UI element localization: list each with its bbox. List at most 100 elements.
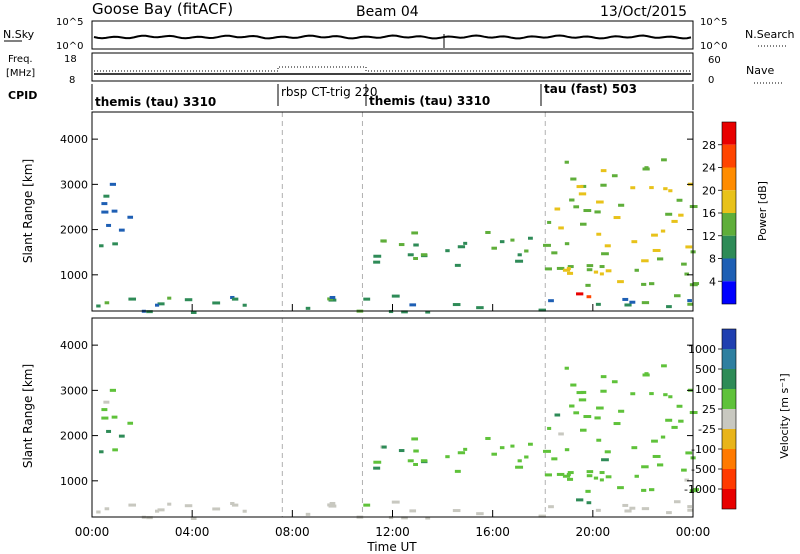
- power-cell: [103, 194, 110, 198]
- station-title: Goose Bay (fitACF): [92, 0, 233, 18]
- velocity-cell: [595, 508, 601, 512]
- power-cell: [413, 256, 418, 260]
- velocity-cell: [167, 502, 172, 506]
- power-y-ticks: 1000 2000 3000 4000: [60, 133, 693, 282]
- power-cell: [596, 200, 604, 204]
- velocity-cell: [578, 398, 587, 402]
- velocity-cell: [689, 489, 698, 493]
- velocity-cell: [634, 474, 639, 478]
- velocity-cell: [538, 514, 546, 518]
- power-cell: [425, 310, 431, 314]
- power-cell: [604, 244, 611, 248]
- power-cell: [411, 231, 419, 235]
- nsearch-label: N.Search: [745, 28, 795, 41]
- velocity-cell: [622, 503, 629, 507]
- power-cell: [558, 226, 564, 230]
- velocity-cell: [457, 451, 466, 455]
- velocity-colorbar-swatch: [722, 449, 736, 469]
- velocity-cell: [128, 503, 137, 507]
- power-cell: [109, 182, 116, 186]
- velocity-cell: [411, 437, 419, 441]
- power-cell: [491, 246, 497, 250]
- power-cell: [673, 294, 681, 298]
- power-cell: [104, 301, 110, 305]
- power-cell: [617, 280, 624, 284]
- velocity-cell: [641, 507, 650, 511]
- velocity-cell: [558, 432, 564, 436]
- freq-unit-label: [MHz]: [6, 68, 35, 79]
- velocity-cell: [596, 438, 602, 442]
- power-cell: [499, 240, 505, 244]
- velocity-cell: [624, 509, 632, 513]
- power-cell: [656, 257, 664, 261]
- power-cell: [622, 297, 629, 301]
- power-cell: [242, 303, 247, 307]
- x-axis: 00:00 04:00 08:00 12:00 16:00 20:00 00:00: [75, 304, 710, 539]
- velocity-cell: [157, 508, 165, 512]
- power-colorbar-label: 12: [702, 230, 716, 243]
- freq-tick-top: 18: [64, 54, 77, 65]
- power-cell: [573, 205, 580, 209]
- x-tick-label: 00:00: [75, 525, 110, 539]
- power-colorbar-swatch: [722, 213, 736, 236]
- power-cell: [562, 268, 571, 272]
- velocity-cell: [104, 507, 110, 511]
- power-cell: [524, 249, 529, 253]
- beam-title: Beam 04: [356, 4, 419, 20]
- velocity-cell: [599, 478, 604, 482]
- power-colorbar-title: Power [dB]: [756, 181, 769, 241]
- power-cell: [600, 183, 607, 187]
- velocity-cell: [671, 425, 678, 429]
- power-cell: [605, 269, 612, 273]
- power-cell: [649, 282, 655, 286]
- power-cell: [329, 295, 336, 299]
- power-cell: [388, 310, 394, 314]
- power-cell: [665, 212, 673, 216]
- velocity-cell: [596, 406, 604, 410]
- power-cell: [685, 245, 693, 249]
- power-cell: [666, 305, 672, 309]
- power-cell: [585, 283, 591, 287]
- power-cell: [96, 304, 101, 308]
- velocity-colorbar: 1000 500 100 25 -25 -100 -500 -1000: [684, 328, 737, 510]
- noise-tick-top-right: 10^5: [700, 17, 727, 28]
- noise-tick-top-left: 10^5: [56, 17, 83, 28]
- velocity-cell: [564, 366, 569, 370]
- y-tick-label: 4000: [60, 339, 88, 352]
- velocity-cell: [566, 472, 571, 476]
- power-cell: [618, 203, 625, 207]
- power-cell: [485, 230, 491, 234]
- power-cell: [576, 292, 584, 296]
- power-cell: [631, 240, 638, 244]
- power-cell: [452, 303, 461, 307]
- velocity-cell: [547, 426, 552, 430]
- velocity-colorbar-swatch: [722, 329, 736, 349]
- velocity-cell: [112, 448, 118, 452]
- velocity-cell: [452, 509, 461, 513]
- velocity-cell: [548, 505, 554, 509]
- velocity-cell: [363, 503, 371, 507]
- power-colorbar-swatch: [722, 167, 736, 191]
- velocity-cell: [212, 507, 221, 511]
- power-cell: [556, 266, 565, 270]
- velocity-cell: [673, 500, 681, 504]
- velocity-colorbar-swatch: [722, 429, 736, 449]
- power-cell: [613, 216, 621, 220]
- power-cell: [681, 262, 687, 266]
- power-cell: [146, 310, 153, 314]
- velocity-cell: [445, 455, 450, 459]
- power-cell: [663, 187, 668, 191]
- velocity-colorbar-label: 25: [702, 403, 716, 416]
- velocity-cell: [106, 429, 112, 433]
- cpid-segment-3: themis (tau) 3310: [369, 94, 490, 108]
- y-tick-label: 3000: [60, 178, 88, 191]
- velocity-cell: [184, 504, 193, 508]
- x-axis-title: Time UT: [366, 540, 417, 554]
- cpid-label: CPID: [8, 89, 37, 102]
- freq-label: Freq.: [8, 54, 33, 65]
- velocity-cell: [554, 413, 561, 417]
- velocity-colorbar-label: 100: [695, 383, 716, 396]
- velocity-cell: [585, 489, 591, 493]
- velocity-cell: [651, 439, 658, 443]
- cpid-panel: CPID themis (tau) 3310 rbsp CT-trig 220 …: [8, 82, 694, 110]
